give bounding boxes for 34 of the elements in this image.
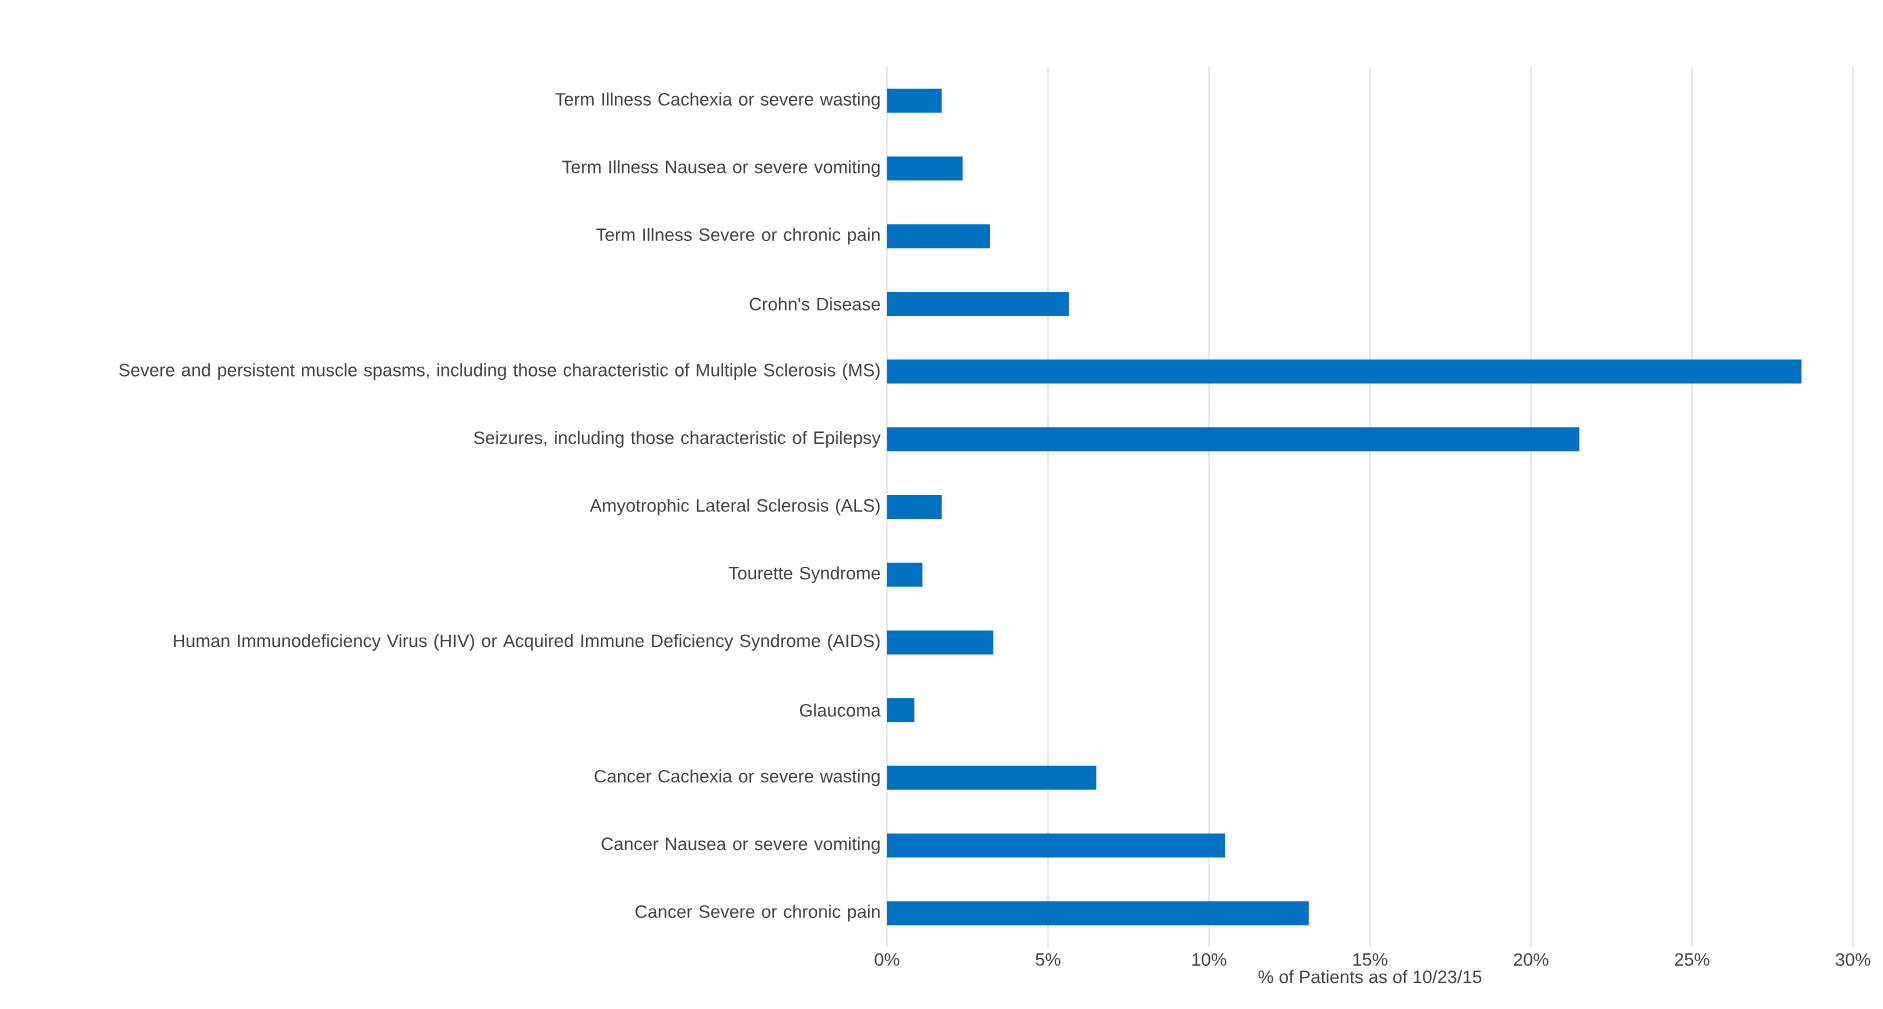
bar <box>887 562 923 587</box>
y-tick-label: Cancer Nausea or severe vomiting <box>601 837 880 854</box>
y-tick-label: Human Immunodeficiency Virus (HIV) or Acquired Immune Deficiency Syndrome (AIDS) <box>174 634 880 651</box>
y-tick-label: Amyotrophic Lateral Sclerosis (ALS) <box>589 498 880 516</box>
y-tick-label: Crohn's Disease <box>749 297 880 311</box>
x-tick-label: 30% <box>1835 953 1871 966</box>
y-tick-label: Term Illness Nausea or severe vomiting <box>562 160 880 177</box>
bar <box>887 88 942 113</box>
bar <box>887 901 1309 926</box>
x-tick-label: 15% <box>1353 953 1388 966</box>
bar <box>887 765 1097 790</box>
y-tick-label: Seizures, including those characteristic of Epilepsy <box>473 430 881 448</box>
y-tick-label: Severe and persistent muscle spasms, including those characteristic of Multiple Sclerosis (MS) <box>119 363 880 380</box>
bar <box>887 427 1580 452</box>
x-tick-label: 5% <box>1035 953 1061 966</box>
y-tick-label: Term Illness Severe or chronic pain <box>596 227 880 245</box>
bar <box>887 495 942 520</box>
bar <box>887 156 963 181</box>
bar <box>887 833 1226 858</box>
y-tick-label: Term Illness Cachexia or severe wasting <box>555 92 880 110</box>
x-tick-label: 25% <box>1674 953 1710 966</box>
y-tick-label: Tourette Syndrome <box>728 566 880 584</box>
bar <box>887 698 915 723</box>
bar <box>887 630 994 655</box>
bar <box>887 359 1802 384</box>
x-axis-title: % of Patients as of 10/23/15 <box>1258 970 1482 984</box>
x-tick-label: 10% <box>1192 953 1227 966</box>
y-tick-label: Glaucoma <box>799 703 881 717</box>
y-tick-label: Cancer Cachexia or severe wasting <box>594 769 880 787</box>
x-tick-label: 0% <box>874 953 900 966</box>
x-tick-label: 20% <box>1513 953 1549 966</box>
bar <box>887 224 991 249</box>
bar <box>887 291 1069 316</box>
y-tick-label: Cancer Severe or chronic pain <box>635 904 880 922</box>
